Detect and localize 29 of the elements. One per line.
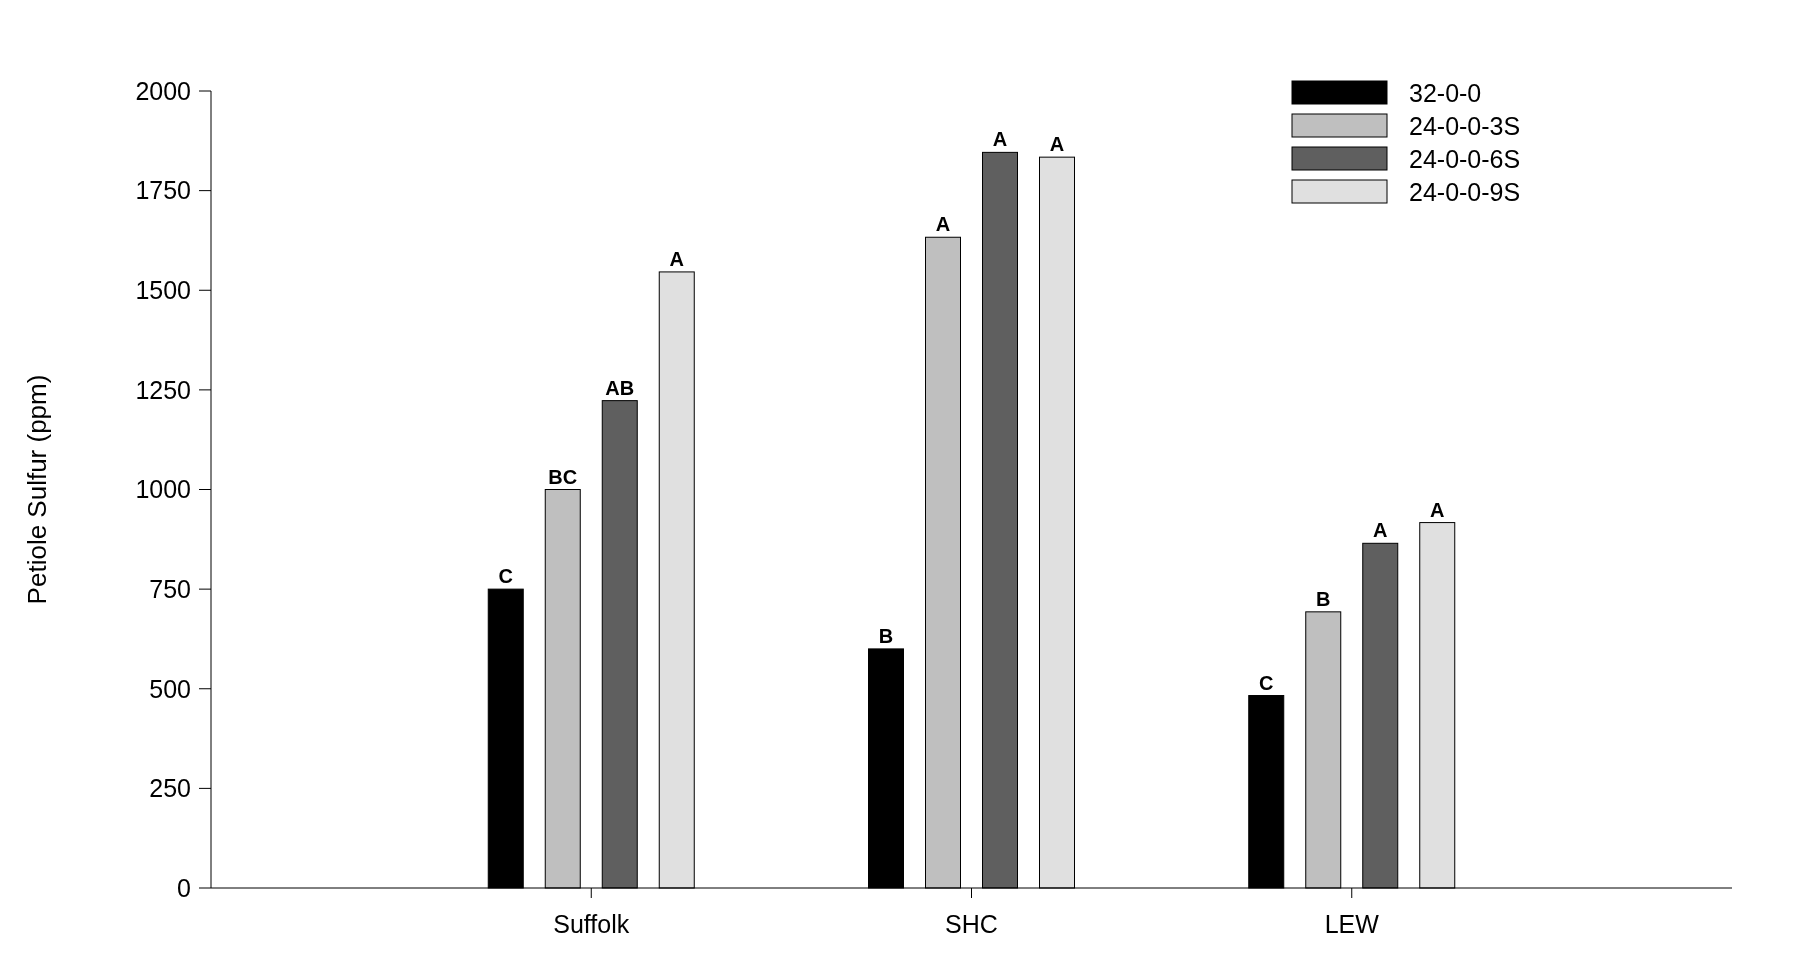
data-label: C [498,565,513,588]
data-label: BC [548,465,578,488]
data-label: A [669,247,684,270]
y-tick-label: 250 [149,774,191,803]
x-tick-label: Suffolk [553,910,630,938]
data-label: A [1049,133,1065,156]
data-label: A [1373,519,1388,542]
y-tick-label: 750 [149,574,191,603]
data-label: B [1316,587,1331,610]
y-tick-label: 1250 [135,375,191,404]
y-tick-label: 500 [149,674,191,703]
data-label: A [935,213,951,236]
data-label: A [1430,498,1445,521]
y-tick-label: 1000 [135,475,191,504]
y-tick-label: 2000 [135,76,191,105]
data-label: B [878,624,894,647]
y-tick-label: 1750 [135,176,191,205]
y-tick-label: 0 [177,873,191,902]
x-tick-label: SHC [945,910,998,938]
y-axis-title: Petiole Sulfur (ppm) [22,374,52,605]
data-label: A [992,128,1008,151]
legend-label: 24-0-0-3S [1409,111,1521,140]
legend-label: 24-0-0-9S [1409,177,1521,206]
data-label: AB [605,376,635,399]
data-label: C [1259,671,1274,694]
legend-label: 24-0-0-6S [1409,144,1521,173]
y-tick-label: 1500 [135,276,191,304]
legend-label: 32-0-0 [1409,78,1482,107]
x-tick-label: LEW [1324,910,1380,938]
